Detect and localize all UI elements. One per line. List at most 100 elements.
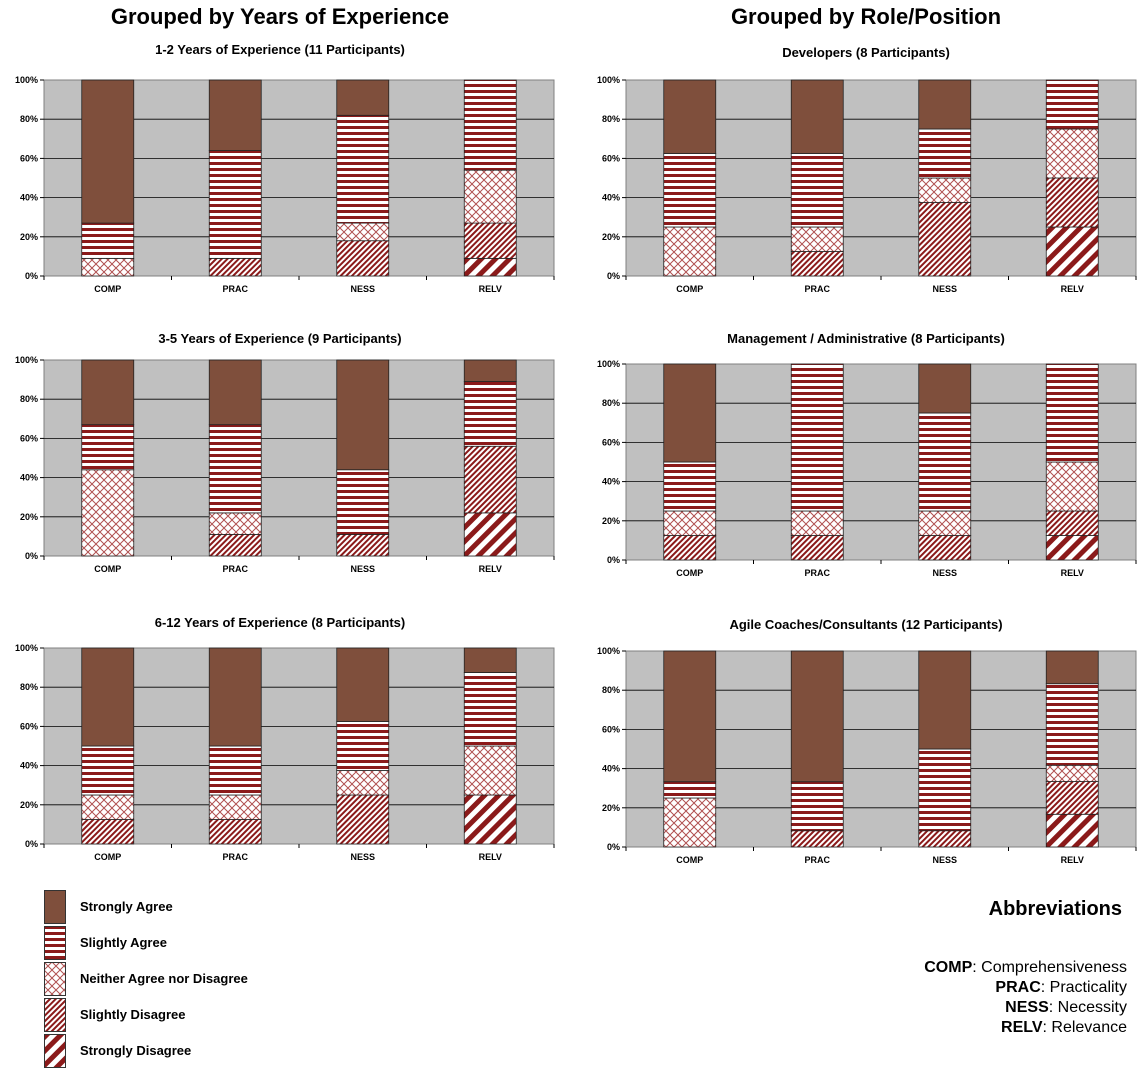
x-category-label: COMP	[94, 852, 121, 862]
bar-segment-ness-strongly-agree	[918, 363, 972, 414]
abbreviation-prac: PRAC: Practicality	[740, 978, 1127, 998]
bar-segment-prac-neither-agree-nor-disagree	[790, 226, 844, 252]
abbreviation-value: Practicality	[1049, 979, 1127, 996]
y-tick-label: 80%	[20, 114, 38, 124]
bar-segment-prac-slightly-disagree	[208, 257, 262, 277]
bar-segment-relv-strongly-disagree	[463, 512, 517, 557]
bar-segment-relv-strongly-disagree	[1045, 535, 1099, 561]
bar-segment-comp-neither-agree-nor-disagree	[663, 226, 717, 277]
column-title-experience: Grouped by Years of Experience	[110, 4, 450, 29]
bar-segment-comp-slightly-disagree	[81, 819, 135, 845]
panel-title-6-12-years: 6-12 Years of Experience (8 Participants…	[154, 615, 406, 630]
bar-segment-prac-slightly-agree	[790, 153, 844, 228]
legend-swatch-neither	[44, 962, 66, 996]
bar-segment-prac-slightly-disagree	[208, 534, 262, 557]
abbreviation-key: RELV	[1001, 1019, 1043, 1036]
bar-segment-ness-slightly-disagree	[918, 202, 972, 277]
bar-segment-relv-slightly-disagree	[1045, 510, 1099, 536]
bar-segment-prac-strongly-agree	[208, 359, 262, 426]
bar-segment-ness-slightly-disagree	[336, 240, 390, 277]
y-tick-label: 100%	[597, 75, 620, 85]
bar-segment-prac-slightly-disagree	[790, 251, 844, 277]
x-category-label: NESS	[350, 852, 375, 862]
chart-6-12-years: 0% 20% 40% 60% 80% 100% COMP PRAC NESS RELV	[15, 643, 555, 862]
x-category-label: PRAC	[222, 852, 248, 862]
abbreviation-key: PRAC	[995, 979, 1041, 996]
bar-segment-ness-neither-agree-nor-disagree	[918, 177, 972, 203]
bar-segment-relv-neither-agree-nor-disagree	[463, 745, 517, 796]
legend-item-slightly-disagree: Slightly Disagree	[44, 998, 364, 1034]
panel-title-developers: Developers (8 Participants)	[782, 45, 950, 60]
bar-segment-comp-slightly-agree	[81, 745, 135, 796]
x-category-label: COMP	[94, 564, 121, 574]
y-tick-label: 60%	[20, 433, 38, 443]
y-tick-label: 100%	[15, 355, 38, 365]
abbreviation-comp: COMP: Comprehensiveness	[740, 958, 1127, 978]
y-tick-label: 80%	[20, 682, 38, 692]
x-category-label: COMP	[676, 855, 703, 865]
panel-title-3-5-years: 3-5 Years of Experience (9 Participants)	[158, 331, 402, 346]
legend-label: Strongly Agree	[80, 899, 173, 914]
legend-swatch-strongly-disagree	[44, 1034, 66, 1068]
y-tick-label: 0%	[607, 842, 620, 852]
bar-segment-comp-slightly-disagree	[663, 535, 717, 561]
bar-segment-ness-slightly-disagree	[336, 534, 390, 557]
abbreviation-value: Relevance	[1051, 1019, 1127, 1036]
x-category-label: RELV	[479, 284, 502, 294]
y-tick-label: 80%	[602, 685, 620, 695]
y-tick-label: 0%	[25, 271, 38, 281]
bar-segment-relv-strongly-disagree	[463, 257, 517, 277]
bar-segment-ness-slightly-agree	[336, 469, 390, 535]
y-tick-label: 20%	[20, 512, 38, 522]
y-tick-label: 80%	[602, 114, 620, 124]
abbreviation-separator: :	[972, 959, 982, 976]
y-tick-label: 40%	[602, 193, 620, 203]
bar-segment-relv-strongly-disagree	[1045, 813, 1099, 848]
bar-segment-comp-neither-agree-nor-disagree	[81, 469, 135, 557]
y-tick-label: 40%	[602, 477, 620, 487]
legend-item-strongly-agree: Strongly Agree	[44, 890, 364, 926]
y-tick-label: 60%	[602, 437, 620, 447]
bar-segment-ness-slightly-agree	[918, 748, 972, 832]
legend-item-strongly-disagree: Strongly Disagree	[44, 1034, 364, 1070]
abbreviation-value: Necessity	[1057, 999, 1127, 1016]
x-category-label: NESS	[350, 284, 375, 294]
bar-segment-prac-slightly-agree	[208, 150, 262, 259]
y-tick-label: 60%	[602, 724, 620, 734]
bar-segment-prac-slightly-disagree	[790, 830, 844, 848]
y-tick-label: 20%	[20, 800, 38, 810]
bar-segment-prac-slightly-agree	[790, 781, 844, 832]
x-category-label: PRAC	[804, 568, 830, 578]
x-category-label: NESS	[932, 855, 957, 865]
bar-segment-relv-slightly-agree	[463, 381, 517, 447]
y-tick-label: 80%	[602, 398, 620, 408]
x-category-label: PRAC	[804, 855, 830, 865]
bar-segment-comp-strongly-agree	[663, 650, 717, 783]
legend-swatch-strongly-agree	[44, 890, 66, 924]
legend-item-neither: Neither Agree nor Disagree	[44, 962, 364, 998]
legend-label: Slightly Agree	[80, 935, 167, 950]
bar-segment-prac-slightly-agree	[208, 424, 262, 514]
chart-developers: 0% 20% 40% 60% 80% 100% COMP PRAC NESS RELV	[597, 75, 1137, 294]
bar-segment-comp-slightly-agree	[81, 222, 135, 259]
x-category-label: RELV	[1061, 284, 1084, 294]
bar-segment-ness-slightly-agree	[918, 412, 972, 512]
y-tick-label: 0%	[607, 555, 620, 565]
bar-segment-relv-slightly-disagree	[1045, 781, 1099, 815]
bar-segment-prac-slightly-disagree	[208, 819, 262, 845]
y-tick-label: 60%	[602, 153, 620, 163]
bar-segment-relv-neither-agree-nor-disagree	[463, 169, 517, 224]
bar-segment-comp-strongly-agree	[663, 79, 717, 154]
bar-segment-prac-strongly-agree	[790, 79, 844, 154]
panel-title-agile-coaches: Agile Coaches/Consultants (12 Participan…	[729, 617, 1003, 632]
bar-segment-ness-slightly-agree	[336, 721, 390, 771]
x-category-label: PRAC	[222, 284, 248, 294]
bar-segment-ness-strongly-agree	[336, 79, 390, 116]
bar-segment-comp-neither-agree-nor-disagree	[663, 510, 717, 536]
bar-segment-relv-neither-agree-nor-disagree	[1045, 461, 1099, 512]
bar-segment-comp-neither-agree-nor-disagree	[81, 257, 135, 277]
abbreviation-key: COMP	[924, 959, 973, 976]
x-category-label: RELV	[1061, 855, 1084, 865]
bar-segment-ness-slightly-agree	[918, 128, 972, 179]
y-tick-label: 20%	[602, 232, 620, 242]
